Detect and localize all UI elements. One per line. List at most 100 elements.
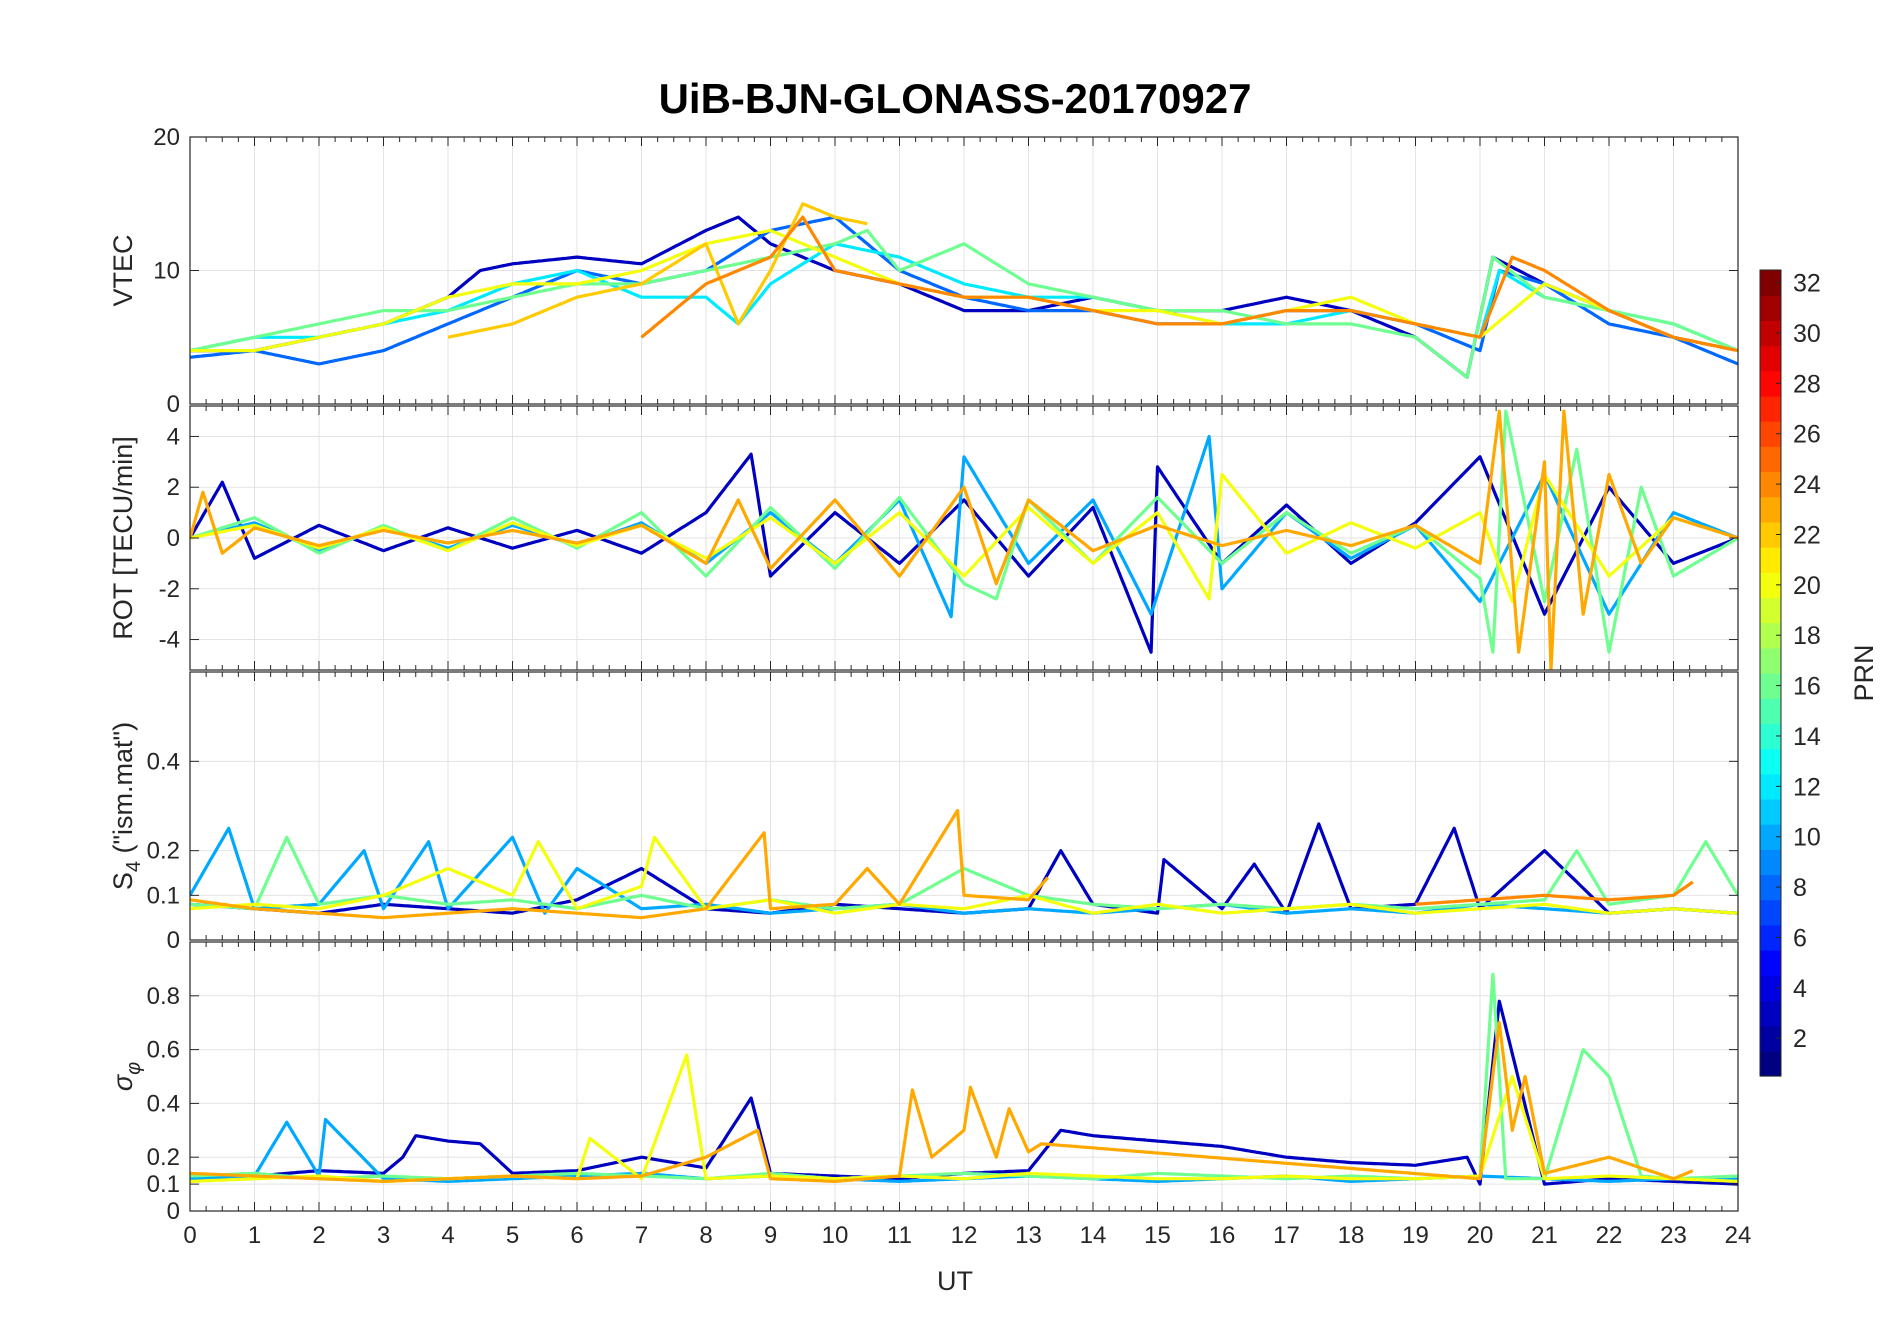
y-axis-label: S4 ("ism.mat") [108, 722, 145, 890]
colorbar-tick-label: 18 [1793, 622, 1821, 650]
x-tick-label: 9 [764, 1222, 777, 1249]
x-tick-label: 0 [183, 1222, 196, 1249]
colorbar-swatch [1760, 899, 1781, 926]
colorbar-tick-label: 2 [1793, 1025, 1807, 1053]
y-tick-label: 0 [167, 927, 180, 954]
x-tick-label: 22 [1596, 1222, 1623, 1249]
y-tick-label: 4 [167, 423, 180, 450]
x-tick-label: 10 [822, 1222, 849, 1249]
x-tick-label: 19 [1402, 1222, 1429, 1249]
grid-lines [189, 406, 1739, 670]
x-tick-label: 21 [1531, 1222, 1558, 1249]
colorbar-swatch [1760, 395, 1781, 422]
y-tick-label: 20 [153, 124, 180, 151]
series-line-prn-16 [190, 835, 1738, 911]
colorbar-swatch [1760, 647, 1781, 674]
colorbar-tick-label: 6 [1793, 924, 1807, 952]
colorbar-swatch [1760, 924, 1781, 951]
colorbar-swatch [1760, 597, 1781, 624]
x-tick-label: 7 [635, 1222, 648, 1249]
colorbar-tick-label: 30 [1793, 320, 1821, 348]
colorbar-swatch [1760, 1025, 1781, 1052]
x-tick-label: 24 [1725, 1222, 1752, 1249]
x-tick-label: 5 [506, 1222, 519, 1249]
series-line-prn-24 [1415, 880, 1694, 906]
colorbar-tick-label: 24 [1793, 471, 1821, 499]
y-tick-label: 0 [167, 525, 180, 552]
y-tick-label: 0.1 [147, 1171, 180, 1198]
colorbar-tick-label: 4 [1793, 975, 1807, 1003]
series-group [190, 409, 1738, 670]
colorbar-tick-label: 12 [1793, 773, 1821, 801]
colorbar-tick-label: 10 [1793, 824, 1821, 852]
colorbar-swatch [1760, 874, 1781, 901]
series-line-prn-22 [447, 202, 868, 339]
series-line-prn-23 [190, 409, 1738, 670]
y-tick-label: 0 [167, 1198, 180, 1225]
x-tick-label: 15 [1144, 1222, 1171, 1249]
series-group [190, 972, 1738, 1186]
colorbar-swatch [1760, 320, 1781, 347]
colorbar-swatch [1760, 773, 1781, 800]
x-ticks [189, 942, 1739, 1211]
colorbar-tick-label: 14 [1793, 723, 1821, 751]
colorbar-swatch [1760, 798, 1781, 825]
colorbar-tick-label: 32 [1793, 270, 1821, 298]
y-ticks: 0 0.1 0.2 0.4 [147, 748, 1738, 954]
panel-3: 0 0.1 0.2 0.4S4 ("ism.mat") [108, 671, 1739, 954]
y-tick-label: 10 [153, 258, 180, 285]
y-tick-label: 0.6 [147, 1037, 180, 1064]
y-tick-label: 0.1 [147, 882, 180, 909]
series-line-prn-20 [190, 472, 1738, 604]
series-line-prn-23 [190, 1021, 1694, 1183]
x-axis-label: UT [937, 1266, 973, 1296]
colorbar-swatch [1760, 1050, 1781, 1077]
x-tick-label: 14 [1080, 1222, 1107, 1249]
colorbar-swatch [1760, 824, 1781, 850]
colorbar-swatch [1760, 748, 1781, 775]
colorbar-swatch [1760, 370, 1781, 397]
colorbar-tick-label: 8 [1793, 874, 1807, 902]
series-line-prn-16 [190, 228, 1738, 379]
x-tick-label: 18 [1338, 1222, 1365, 1249]
x-tick-label: 13 [1015, 1222, 1042, 1249]
y-tick-label: -2 [159, 576, 180, 603]
series-group [190, 202, 1738, 379]
colorbar-tick-label: 28 [1793, 370, 1821, 398]
colorbar-swatch [1760, 345, 1781, 372]
y-tick-label: 0.8 [147, 983, 180, 1010]
colorbar-swatch [1760, 270, 1781, 296]
y-axis-label: σφ [108, 1062, 145, 1091]
panel-2: -4 -2 0 2 4 ROT [TECU/min] [108, 405, 1739, 671]
y-tick-label: 0.4 [147, 1090, 180, 1117]
x-tick-label: 20 [1467, 1222, 1494, 1249]
colorbar-swatch [1760, 975, 1781, 1002]
x-tick-labels: 0 1 2 3 4 5 6 7 8 9 10 11 12 13 14 15 16 17 18 19 20 21 22 23 24 [183, 1222, 1751, 1249]
chart-title: UiB-BJN-GLONASS-20170927 [659, 75, 1252, 122]
colorbar-swatch [1760, 849, 1781, 876]
x-tick-label: 1 [248, 1222, 261, 1249]
x-ticks [189, 672, 1739, 940]
series-line-prn-10 [190, 434, 1738, 619]
y-tick-label: 0.4 [147, 748, 180, 775]
colorbar-swatch [1760, 673, 1781, 699]
colorbar-swatch [1760, 1000, 1781, 1027]
colorbar-tick-label: 22 [1793, 521, 1821, 549]
y-ticks: -4 -2 0 2 4 [159, 423, 1738, 654]
series-line-prn-20 [190, 835, 1738, 915]
y-ticks: 00.10.2 0.4 0.6 0.8 [147, 983, 1738, 1225]
x-ticks [189, 406, 1739, 670]
colorbar-frame [1759, 269, 1782, 1077]
series-line-prn-24 [640, 215, 1738, 353]
x-tick-label: 6 [570, 1222, 583, 1249]
x-tick-label: 16 [1209, 1222, 1236, 1249]
x-ticks [189, 137, 1739, 404]
y-tick-label: 0 [167, 391, 180, 418]
colorbar-swatch [1760, 521, 1781, 548]
series-line-prn-3 [190, 452, 1738, 654]
x-tick-label: 12 [951, 1222, 978, 1249]
x-tick-label: 11 [887, 1222, 912, 1249]
